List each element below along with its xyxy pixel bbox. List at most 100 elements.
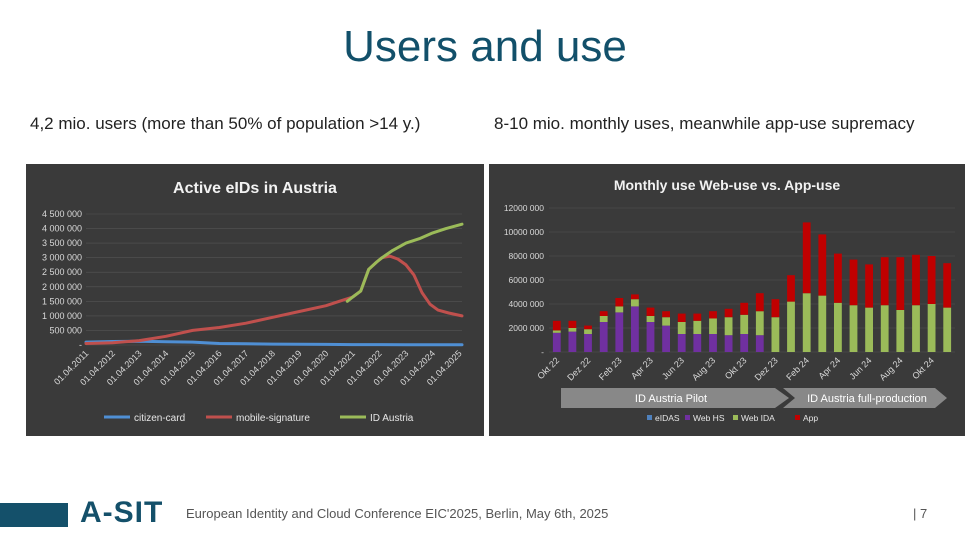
asit-logo: A-SIT — [80, 496, 164, 529]
bar-app — [584, 325, 592, 330]
bar-web-ida — [740, 314, 749, 334]
page-number: | 7 — [913, 506, 928, 521]
bar-web-ida — [599, 316, 608, 322]
x-tick-label: Apr 23 — [629, 355, 655, 381]
x-tick-label: Okt 24 — [910, 355, 936, 381]
bar-web-ida — [584, 329, 592, 334]
legend-swatch — [685, 415, 690, 420]
legend-label: App — [803, 413, 818, 423]
bar-web-hs — [631, 306, 639, 352]
pilot-label: ID Austria Pilot — [635, 393, 707, 405]
bar-web-ida — [631, 299, 639, 307]
bar-web-ida — [834, 302, 842, 352]
bar-app — [724, 308, 733, 318]
x-tick-label: Dez 22 — [565, 355, 592, 382]
bar-app — [849, 259, 858, 306]
y-tick-label: 4000 000 — [509, 299, 545, 309]
bar-app — [818, 234, 827, 296]
legend-label: Web IDA — [741, 413, 775, 423]
series-line-citizen-card — [84, 339, 464, 347]
bar-app — [787, 275, 795, 302]
bar-app — [865, 264, 873, 308]
y-tick-label: - — [541, 347, 544, 357]
bar-web-ida — [755, 311, 764, 336]
pilot-arrow — [561, 388, 789, 408]
bar-app — [552, 320, 561, 331]
monthly-use-chart: Monthly use Web-use vs. App-use 12000 000… — [489, 164, 965, 436]
y-tick-label: 3 500 000 — [42, 238, 82, 248]
bar-web-ida — [646, 316, 655, 322]
y-tick-label: 500 000 — [49, 325, 82, 335]
bar-app — [693, 313, 702, 321]
bar-web-hs — [552, 332, 561, 352]
bar-web-ida — [896, 310, 905, 352]
bar-web-hs — [599, 322, 608, 352]
legend-label: ID Austria — [370, 413, 414, 424]
chart-title: Active eIDs in Austria — [173, 180, 337, 197]
bar-web-ida — [693, 320, 702, 334]
series-line-id-austria — [345, 222, 464, 303]
bar-app — [802, 222, 811, 294]
x-tick-label: Aug 23 — [690, 355, 717, 382]
bar-app — [927, 256, 936, 304]
bar-app — [646, 307, 655, 316]
bar-app — [771, 299, 780, 318]
bar-web-hs — [584, 334, 592, 352]
left-subtitle: 4,2 mio. users (more than 50% of populat… — [30, 114, 421, 133]
bar-app — [568, 320, 577, 328]
y-tick-label: 8000 000 — [509, 251, 545, 261]
y-tick-label: 2 500 000 — [42, 267, 82, 277]
y-tick-label: 4 500 000 — [42, 209, 82, 219]
y-tick-label: 12000 000 — [504, 203, 544, 213]
y-tick-label: 3 000 000 — [42, 253, 82, 263]
x-tick-label: Jun 23 — [660, 355, 686, 381]
bar-app — [912, 254, 920, 306]
x-tick-label: Aug 24 — [878, 355, 905, 382]
footer-accent-bar — [0, 503, 68, 527]
bar-web-hs — [724, 335, 733, 352]
bar-app — [599, 311, 608, 316]
chart-title: Monthly use Web-use vs. App-use — [614, 177, 841, 193]
x-tick-label: Dez 23 — [753, 355, 780, 382]
x-tick-label: Feb 23 — [597, 355, 624, 382]
bar-web-hs — [568, 331, 577, 352]
bar-web-ida — [662, 317, 670, 326]
bar-web-ida — [568, 328, 577, 332]
y-tick-label: 10000 000 — [504, 227, 544, 237]
x-tick-label: Okt 23 — [723, 355, 749, 381]
bar-web-ida — [818, 295, 827, 352]
bar-web-ida — [849, 305, 858, 352]
bar-app — [709, 311, 717, 319]
y-tick-label: 1 000 000 — [42, 311, 82, 321]
y-tick-label: - — [79, 340, 82, 350]
production-arrow — [783, 388, 947, 408]
bar-web-ida — [912, 305, 920, 352]
y-tick-label: 2 000 000 — [42, 282, 82, 292]
bar-app — [631, 294, 639, 300]
bar-web-ida — [927, 304, 936, 352]
bar-web-ida — [802, 293, 811, 352]
legend-label: mobile-signature — [236, 413, 310, 424]
y-tick-label: 6000 000 — [509, 275, 545, 285]
bar-web-ida — [677, 322, 686, 334]
slide-title: Users and use — [343, 22, 627, 71]
bar-web-hs — [615, 312, 624, 352]
y-tick-label: 4 000 000 — [42, 224, 82, 234]
bar-app — [896, 257, 905, 310]
bar-web-ida — [787, 301, 795, 352]
bar-web-ida — [771, 317, 780, 352]
bar-web-hs — [709, 334, 717, 352]
bar-web-ida — [865, 307, 873, 352]
bar-web-ida — [943, 307, 952, 352]
active-eids-chart-svg: Active eIDs in Austria 4 500 000 4 000 000… — [42, 180, 464, 424]
bar-web-hs — [755, 335, 764, 352]
x-tick-label: Apr 24 — [816, 355, 842, 381]
y-tick-label: 1 500 000 — [42, 296, 82, 306]
bar-web-hs — [693, 334, 702, 352]
bar-app — [615, 298, 624, 307]
bar-web-ida — [552, 330, 561, 333]
bar-web-hs — [646, 322, 655, 352]
bar-web-ida — [724, 317, 733, 336]
bar-app — [662, 311, 670, 318]
legend-swatch — [795, 415, 800, 420]
